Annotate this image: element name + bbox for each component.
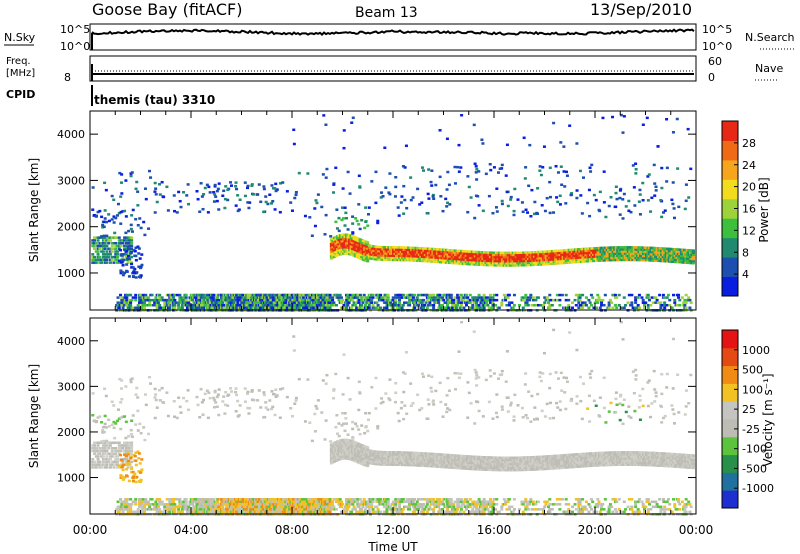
cpid-label: CPID <box>6 88 35 101</box>
power-colorbar-tick-label: 16 <box>742 203 756 216</box>
velocity-colorbar-swatch <box>722 365 738 384</box>
cpid-value: themis (tau) 3310 <box>94 93 215 107</box>
x-tick-label: 20:00 <box>578 523 613 537</box>
x-tick-label: 08:00 <box>275 523 310 537</box>
velocity-colorbar-tick-label: -1000 <box>742 482 774 495</box>
velocity-colorbar-tick-label: 500 <box>742 364 763 377</box>
nsky-tick-top: 10^5 <box>60 23 90 36</box>
velocity-colorbar-swatch <box>722 401 738 420</box>
velocity-ytick-label: 4000 <box>57 335 85 348</box>
x-tick-label: 04:00 <box>174 523 209 537</box>
power-colorbar-swatch <box>722 140 738 161</box>
power-colorbar-tick-label: 24 <box>742 159 756 172</box>
power-colorbar-tick-label: 20 <box>742 181 756 194</box>
velocity-frame <box>89 317 697 515</box>
velocity-colorbar-swatch <box>722 347 738 367</box>
power-axis: 1000 2000 3000 4000 <box>57 111 697 310</box>
velocity-colorbar: 1000 500 100 25 -25 -100 -500 -1000 <box>721 329 774 509</box>
power-colorbar-swatch <box>722 276 738 297</box>
x-tick-label: 16:00 <box>477 523 512 537</box>
x-tick-label: 00:00 <box>73 523 108 537</box>
power-ytick-label: 4000 <box>57 128 85 141</box>
power-colorbar: 4 8 12 16 20 24 28 <box>721 120 756 297</box>
x-tick-label: 12:00 <box>376 523 411 537</box>
x-tick-label: 00:00 <box>679 523 714 537</box>
freq-strip: Freq. [MHz] 8 60 0 Nave CPID themis (tau… <box>6 55 783 107</box>
nsky-tick-bottom: 10^0 <box>60 40 90 53</box>
nsearch-label: N.Search <box>745 31 795 44</box>
date-title: 13/Sep/2010 <box>590 0 692 19</box>
velocity-ytick-label: 1000 <box>57 472 85 485</box>
x-axis-label: Time UT <box>367 540 418 554</box>
velocity-colorbar-swatch <box>722 383 738 402</box>
power-colorbar-swatch <box>722 198 738 219</box>
velocity-colorbar-tick-label: -500 <box>742 462 767 475</box>
power-colorbar-tick-label: 28 <box>742 137 756 150</box>
nsky-label: N.Sky <box>4 31 36 44</box>
power-colorbar-swatch <box>722 218 738 239</box>
freq-label: Freq. <box>6 56 31 67</box>
power-colorbar-tick-label: 8 <box>742 246 749 259</box>
power-colorbar-swatch <box>722 257 738 278</box>
velocity-colorbar-swatch <box>722 472 738 491</box>
nsky-strip: N.Sky 10^5 10^0 10^5 10^0 N.Search <box>4 23 796 53</box>
power-colorbar-tick-label: 4 <box>742 268 749 281</box>
power-colorbar-swatch <box>722 121 738 141</box>
nave-label: Nave <box>755 62 783 75</box>
velocity-colorbar-swatch <box>722 454 738 473</box>
velocity-heatmap-cells <box>91 320 695 516</box>
nsearch-tick-bottom: 10^0 <box>702 40 732 53</box>
power-heatmap-cells <box>91 113 695 312</box>
velocity-colorbar-label: Velocity [m s⁻¹] <box>761 373 775 466</box>
station-title: Goose Bay (fitACF) <box>92 0 242 19</box>
nsky-trace <box>91 28 695 36</box>
velocity-colorbar-swatch <box>722 436 738 456</box>
velocity-colorbar-swatch <box>722 490 738 509</box>
nsearch-tick-top: 10^5 <box>702 23 732 36</box>
nave-tick-top: 60 <box>708 55 722 68</box>
velocity-colorbar-swatch <box>722 330 738 349</box>
power-ylabel: Slant Range [km] <box>27 158 41 262</box>
velocity-ytick-label: 3000 <box>57 380 85 393</box>
power-panel: 1000 2000 3000 4000 Slant Range [km] 4 8 12 16… <box>27 110 771 312</box>
power-colorbar-swatch <box>722 179 738 200</box>
nave-tick-bottom: 0 <box>708 71 715 84</box>
power-ytick-label: 2000 <box>57 221 85 234</box>
freq-tick: 8 <box>64 71 71 84</box>
velocity-colorbar-tick-label: 1000 <box>742 344 770 357</box>
velocity-colorbar-tick-label: 25 <box>742 403 756 416</box>
power-colorbar-swatch <box>722 159 738 180</box>
velocity-ylabel: Slant Range [km] <box>27 364 41 468</box>
power-ytick-label: 3000 <box>57 174 85 187</box>
velocity-colorbar-tick-label: 100 <box>742 383 763 396</box>
freq-unit: [MHz] <box>6 68 35 79</box>
velocity-ytick-label: 2000 <box>57 426 85 439</box>
beam-title: Beam 13 <box>355 5 418 21</box>
power-colorbar-label: Power [dB] <box>757 177 771 242</box>
power-colorbar-swatch <box>722 237 738 258</box>
time-axis: 00:00 04:00 08:00 12:00 16:00 20:00 00:00 <box>73 523 714 537</box>
velocity-colorbar-swatch <box>722 419 738 438</box>
power-ytick-label: 1000 <box>57 267 85 280</box>
velocity-panel: 1000 2000 3000 4000 Slant Range [km] 1000 50… <box>27 317 775 516</box>
velocity-colorbar-tick-label: -25 <box>742 423 760 436</box>
power-frame <box>89 110 697 311</box>
velocity-axis: 1000 2000 3000 4000 <box>57 318 697 514</box>
velocity-colorbar-tick-label: -100 <box>742 443 767 456</box>
power-colorbar-tick-label: 12 <box>742 224 756 237</box>
